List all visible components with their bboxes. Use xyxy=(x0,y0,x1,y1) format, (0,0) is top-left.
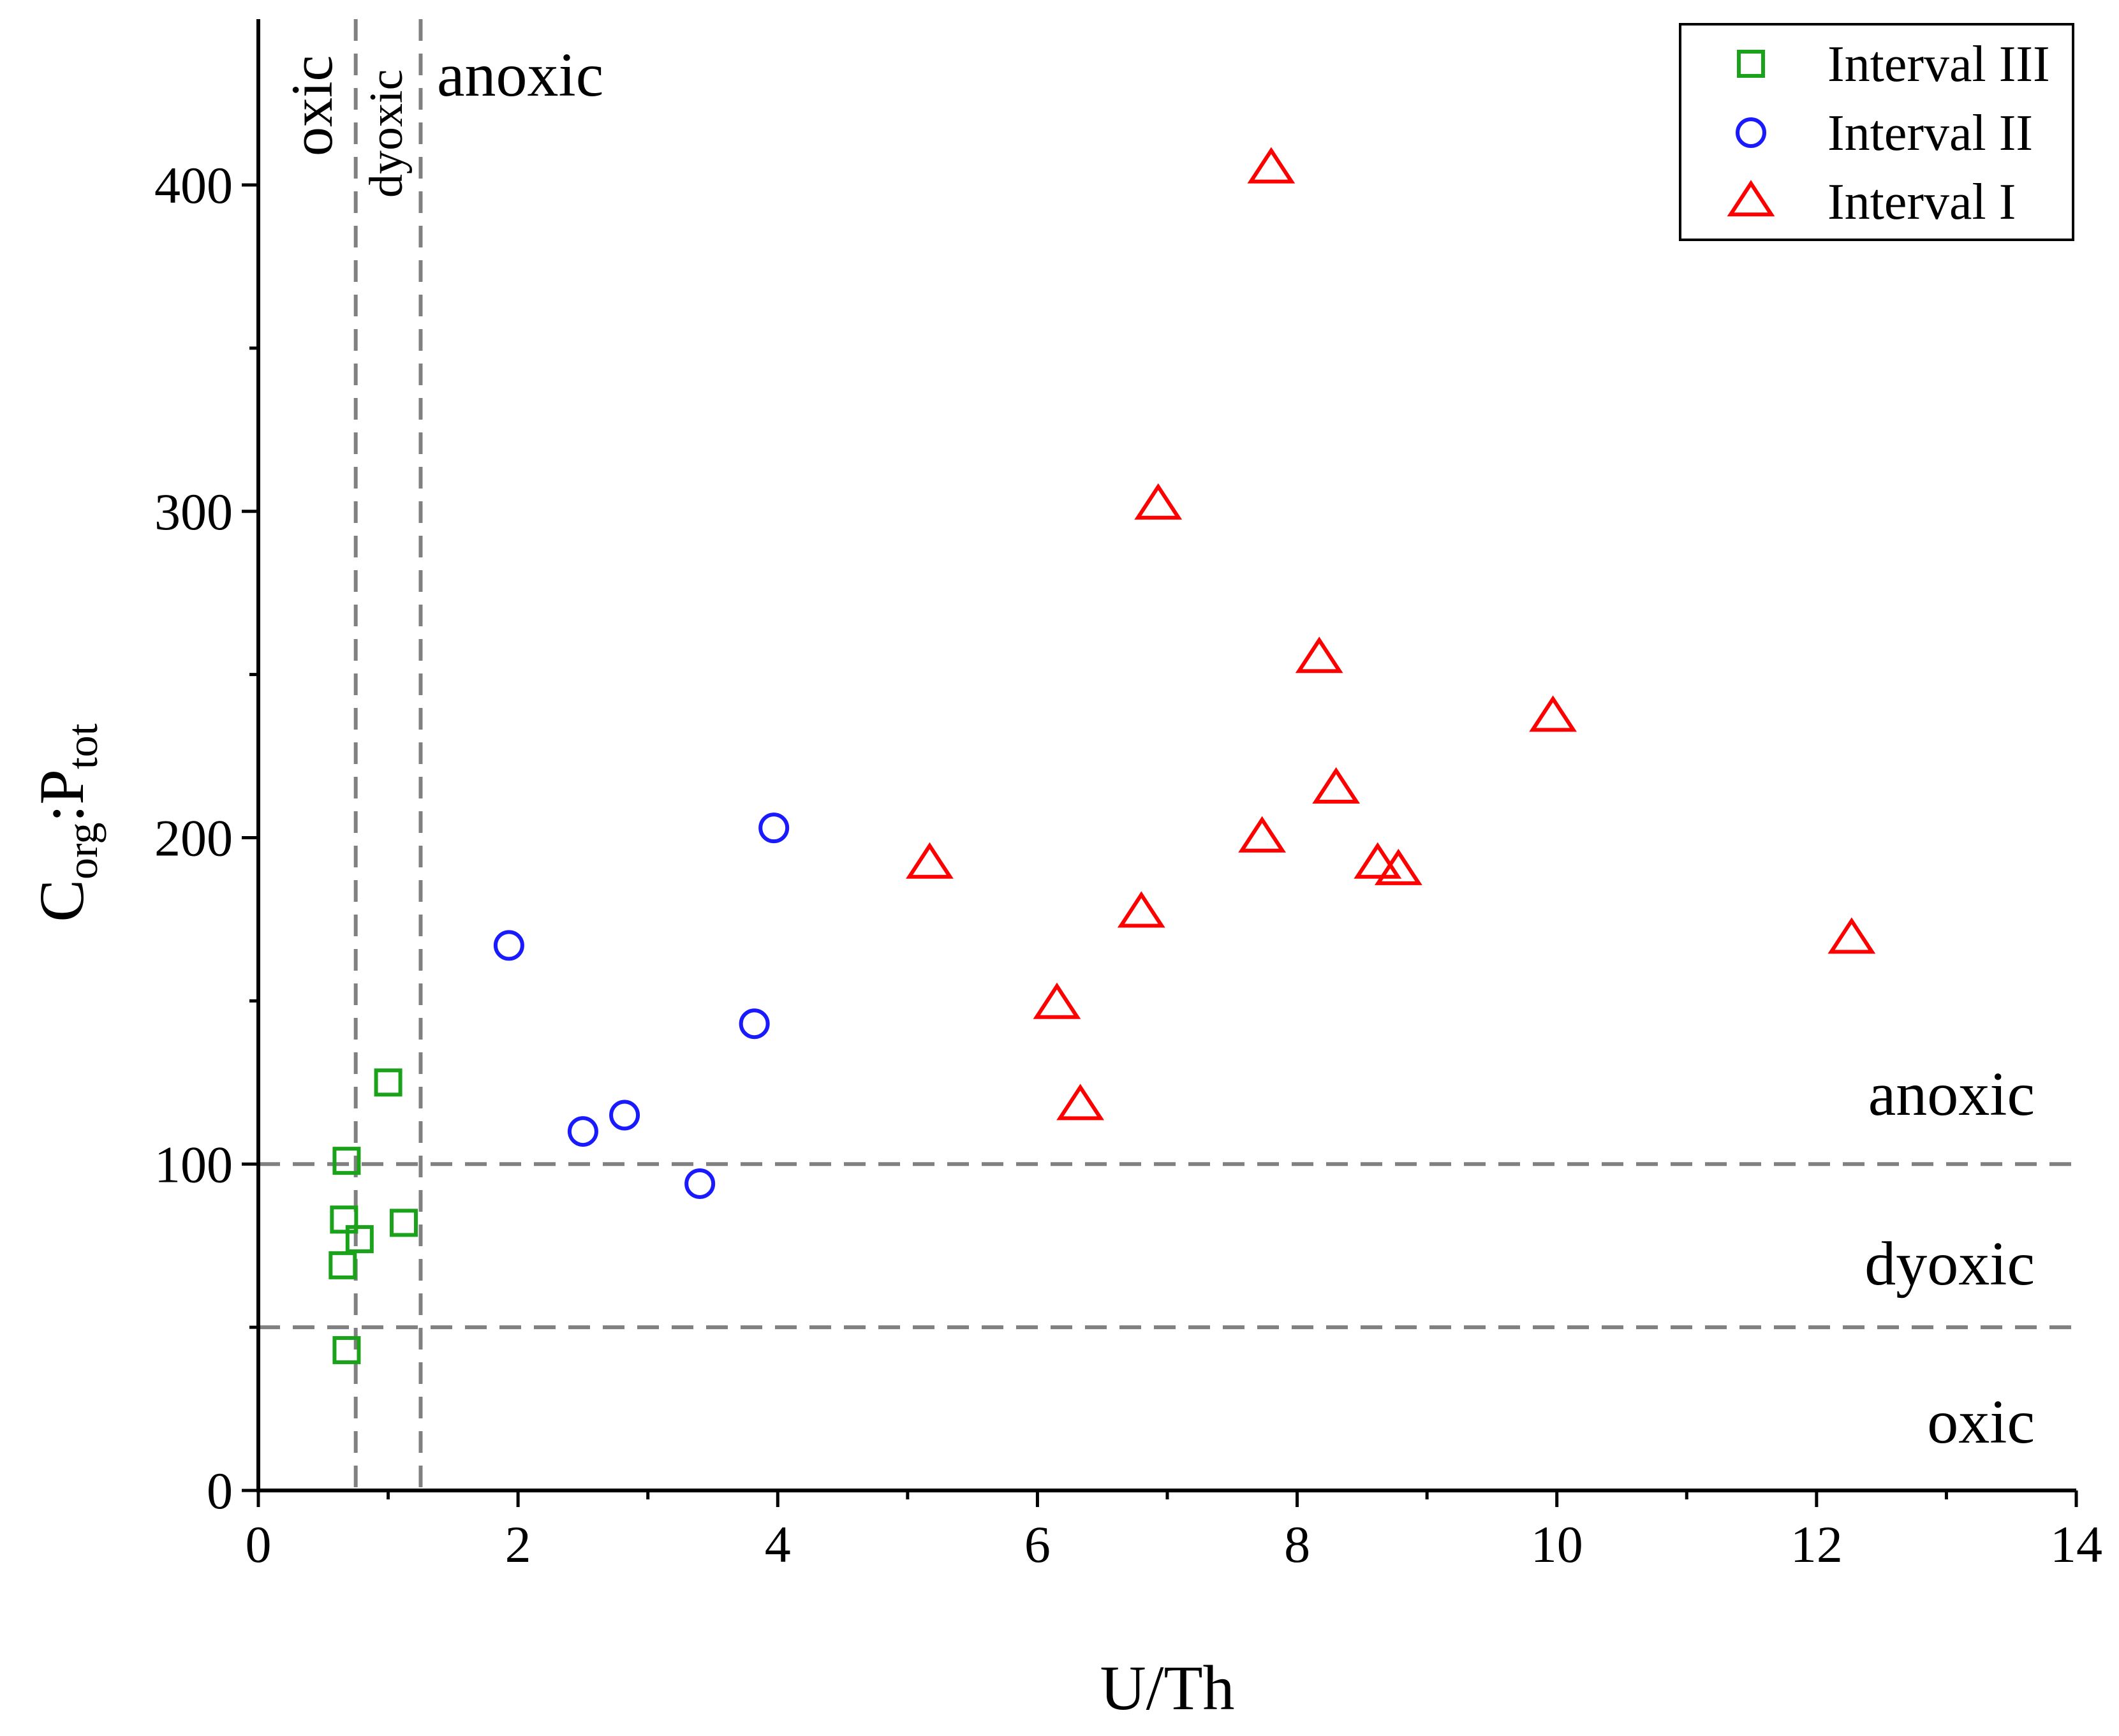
legend: Interval III Interval II Interval I xyxy=(1679,23,2074,241)
x-tick-label: 14 xyxy=(2050,1515,2102,1573)
legend-label: Interval I xyxy=(1827,174,2016,230)
data-point-triangle xyxy=(1117,891,1165,928)
legend-box xyxy=(1679,23,2074,241)
data-point-triangle xyxy=(1374,848,1422,885)
data-point-circle xyxy=(567,1116,598,1147)
legend-marker-square xyxy=(1737,50,1765,78)
x-tick-label: 12 xyxy=(1790,1515,1843,1573)
x-axis-title: U/Th xyxy=(1100,1652,1234,1723)
region-label-dyoxic-vertical: dyoxic xyxy=(360,70,413,198)
region-label-anoxic-right: anoxic xyxy=(1868,1060,2035,1129)
x-tick-label: 6 xyxy=(1024,1515,1051,1573)
x-tick-label: 8 xyxy=(1284,1515,1310,1573)
y-tick-label: 400 xyxy=(154,156,233,214)
data-point-circle xyxy=(609,1100,640,1131)
data-point-square xyxy=(332,1147,361,1175)
legend-label: Interval III xyxy=(1827,36,2050,92)
data-point-square xyxy=(329,1251,357,1279)
data-point-circle xyxy=(493,930,524,961)
data-point-square xyxy=(332,1335,361,1364)
data-point-triangle xyxy=(1134,483,1183,520)
y-tick-label: 300 xyxy=(154,483,233,541)
y-tick-label: 200 xyxy=(154,809,233,867)
data-point-triangle xyxy=(1529,695,1577,732)
y-tick-label: 0 xyxy=(207,1462,233,1520)
data-point-triangle xyxy=(1312,767,1361,804)
data-point-circle xyxy=(684,1168,716,1199)
x-tick-label: 4 xyxy=(765,1515,791,1573)
legend-marker-circle xyxy=(1736,117,1766,148)
data-points xyxy=(329,147,1876,1364)
y-axis-title: Corg:Ptot xyxy=(26,723,107,922)
data-point-square xyxy=(345,1225,374,1253)
x-tick-label: 10 xyxy=(1531,1515,1583,1573)
data-point-triangle xyxy=(1056,1084,1105,1121)
x-tick-label: 0 xyxy=(246,1515,272,1573)
legend-marker-triangle xyxy=(1727,180,1775,217)
region-label-anoxic-top: anoxic xyxy=(437,41,603,110)
data-point-square xyxy=(390,1209,418,1237)
legend-label: Interval II xyxy=(1827,105,2033,161)
data-point-triangle xyxy=(1238,816,1287,853)
threshold-lines xyxy=(258,19,2076,1490)
axis-ticks: 0 2 4 6 8 10 12 14 0 100 200 300 400 xyxy=(154,156,2102,1573)
data-point-triangle xyxy=(1827,917,1876,954)
data-point-circle xyxy=(758,813,790,844)
data-point-square xyxy=(374,1068,402,1097)
y-tick-label: 100 xyxy=(154,1135,233,1193)
data-point-triangle xyxy=(1033,982,1081,1019)
region-label-dyoxic-right: dyoxic xyxy=(1864,1230,2035,1298)
x-tick-label: 2 xyxy=(505,1515,531,1573)
data-point-triangle xyxy=(1247,147,1296,184)
data-point-circle xyxy=(739,1008,770,1040)
data-point-triangle xyxy=(1354,842,1402,879)
region-label-oxic-vertical: oxic xyxy=(279,55,344,156)
data-point-triangle xyxy=(906,842,954,879)
region-label-oxic-right: oxic xyxy=(1927,1388,2035,1457)
data-point-square xyxy=(330,1205,358,1234)
data-point-triangle xyxy=(1295,636,1343,673)
